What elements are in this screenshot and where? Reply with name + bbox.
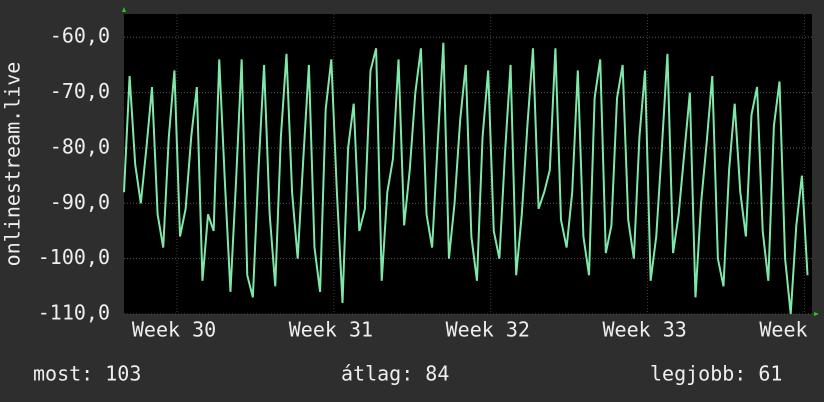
footer-current: most: 103 [33,362,141,386]
x-tick-label: Week 31 [289,318,373,342]
y-tick-label: -70,0 [50,79,110,103]
axis-arrow [814,312,819,316]
footer-average: átlag: 84 [341,362,449,386]
y-tick-label: -90,0 [50,190,110,214]
x-tick-label: Week 33 [603,318,687,342]
x-tick-label: Week 30 [132,318,216,342]
y-tick-label: -110,0 [38,301,110,325]
footer-best: legjobb: 61 [650,362,782,386]
y-tick-label: -80,0 [50,134,110,158]
y-tick-label: -60,0 [50,24,110,48]
x-tick-label: Week [759,318,807,342]
y-axis-label: onlinestream.live [1,62,25,267]
data-line [123,42,809,315]
y-tick-label: -100,0 [38,245,110,269]
x-tick-label: Week 32 [446,318,530,342]
axis-arrow [122,7,126,12]
